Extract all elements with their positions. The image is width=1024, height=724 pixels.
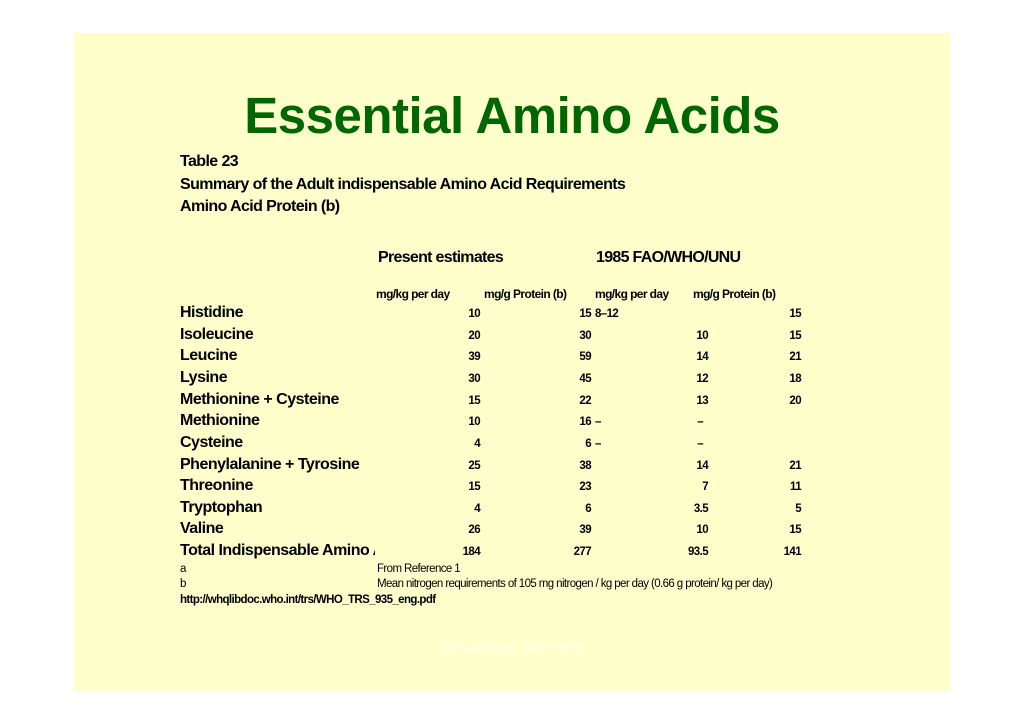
cell-fao-mgkg: 7 <box>702 481 708 493</box>
cell-present-mgkg: 10 <box>468 308 480 320</box>
footnote-text: From Reference 1 <box>377 563 461 575</box>
cell-fao-note: 8–12 <box>595 308 619 320</box>
cell-present-mgg: 6 <box>585 503 591 515</box>
amino-acid-name: Threonine <box>180 477 253 494</box>
cell-present-mgkg: 4 <box>474 438 480 450</box>
cell-present-mgkg: 25 <box>468 460 480 472</box>
cell-present-mgg: 6 <box>585 438 591 450</box>
amino-acid-name: Total Indispensable Amino Acids <box>180 542 375 559</box>
amino-acid-name: Methionine + Cysteine <box>180 391 339 408</box>
cell-fao-mgg: 15 <box>789 308 801 320</box>
cell-present-mgkg: 30 <box>468 373 480 385</box>
cell-fao-note: – <box>595 438 601 450</box>
amino-acid-name: Isoleucine <box>180 326 254 343</box>
cell-fao-mgg: 15 <box>789 524 801 536</box>
cell-present-mgkg: 15 <box>468 395 480 407</box>
cell-fao-mgg: 21 <box>789 460 801 472</box>
amino-acid-name: Leucine <box>180 347 237 364</box>
cell-fao-mgkg: 12 <box>696 373 708 385</box>
amino-acid-name: Methionine <box>180 412 260 429</box>
cell-present-mgg: 15 <box>579 308 591 320</box>
cell-fao-mgkg: – <box>697 438 703 450</box>
cell-fao-mgkg: 14 <box>696 351 708 363</box>
slide-footer: Gil Mathews, MD, MPH <box>439 639 585 655</box>
cell-present-mgkg: 15 <box>468 481 480 493</box>
cell-fao-mgkg: 93.5 <box>688 546 709 558</box>
footnote-text: Mean nitrogen requirements of 105 mg nit… <box>377 578 773 590</box>
cell-present-mgg: 277 <box>573 546 592 558</box>
amino-acid-name: Lysine <box>180 369 228 386</box>
footnote-mark: b <box>180 578 186 590</box>
cell-present-mgkg: 20 <box>468 330 480 342</box>
footnote-mark: a <box>180 563 186 575</box>
amino-acid-name: Valine <box>180 520 224 537</box>
cell-present-mgg: 39 <box>579 524 591 536</box>
column-header: mg/kg per day <box>376 287 450 301</box>
cell-fao-note: – <box>595 416 601 428</box>
cell-fao-mgkg: 13 <box>696 395 708 407</box>
cell-fao-mgg: 18 <box>789 373 801 385</box>
column-header: mg/g Protein (b) <box>693 287 776 301</box>
amino-acid-name: Cysteine <box>180 434 243 451</box>
cell-present-mgg: 22 <box>579 395 591 407</box>
column-header: mg/g Protein (b) <box>484 287 567 301</box>
cell-present-mgg: 23 <box>579 481 591 493</box>
amino-acid-name: Histidine <box>180 304 244 321</box>
cell-present-mgg: 16 <box>579 416 591 428</box>
table-number: Table 23 <box>180 153 239 170</box>
cell-present-mgkg: 10 <box>468 416 480 428</box>
slide-background <box>74 33 950 691</box>
cell-fao-mgg: 11 <box>790 481 802 493</box>
cell-present-mgkg: 26 <box>468 524 480 536</box>
table-subtitle: Amino Acid Protein (b) <box>180 198 340 215</box>
cell-fao-mgkg: 10 <box>696 524 708 536</box>
cell-fao-mgg: 20 <box>789 395 801 407</box>
cell-present-mgg: 59 <box>579 351 591 363</box>
source-link[interactable]: http://whqlibdoc.who.int/trs/WHO_TRS_935… <box>180 594 436 606</box>
cell-fao-mgkg: 14 <box>696 460 708 472</box>
cell-present-mgg: 38 <box>579 460 591 472</box>
group-header-present: Present estimates <box>378 249 504 266</box>
cell-present-mgkg: 39 <box>468 351 480 363</box>
cell-fao-mgg: 141 <box>783 546 802 558</box>
table-title: Summary of the Adult indispensable Amino… <box>180 176 626 193</box>
cell-fao-mgkg: 3.5 <box>693 503 709 515</box>
cell-present-mgg: 30 <box>579 330 591 342</box>
cell-fao-mgg: 21 <box>789 351 801 363</box>
cell-fao-mgg: 5 <box>795 503 801 515</box>
column-header: mg/kg per day <box>595 287 669 301</box>
cell-present-mgkg: 4 <box>474 503 480 515</box>
cell-fao-mgg: 15 <box>789 330 801 342</box>
cell-fao-mgkg: 10 <box>696 330 708 342</box>
cell-fao-mgkg: – <box>697 416 703 428</box>
cell-present-mgg: 45 <box>579 373 591 385</box>
slide-title: Essential Amino Acids <box>244 87 780 144</box>
amino-acid-name: Phenylalanine + Tyrosine <box>180 456 360 473</box>
group-header-fao: 1985 FAO/WHO/UNU <box>596 249 741 266</box>
amino-acid-name: Tryptophan <box>180 499 263 516</box>
cell-present-mgkg: 184 <box>462 546 481 558</box>
